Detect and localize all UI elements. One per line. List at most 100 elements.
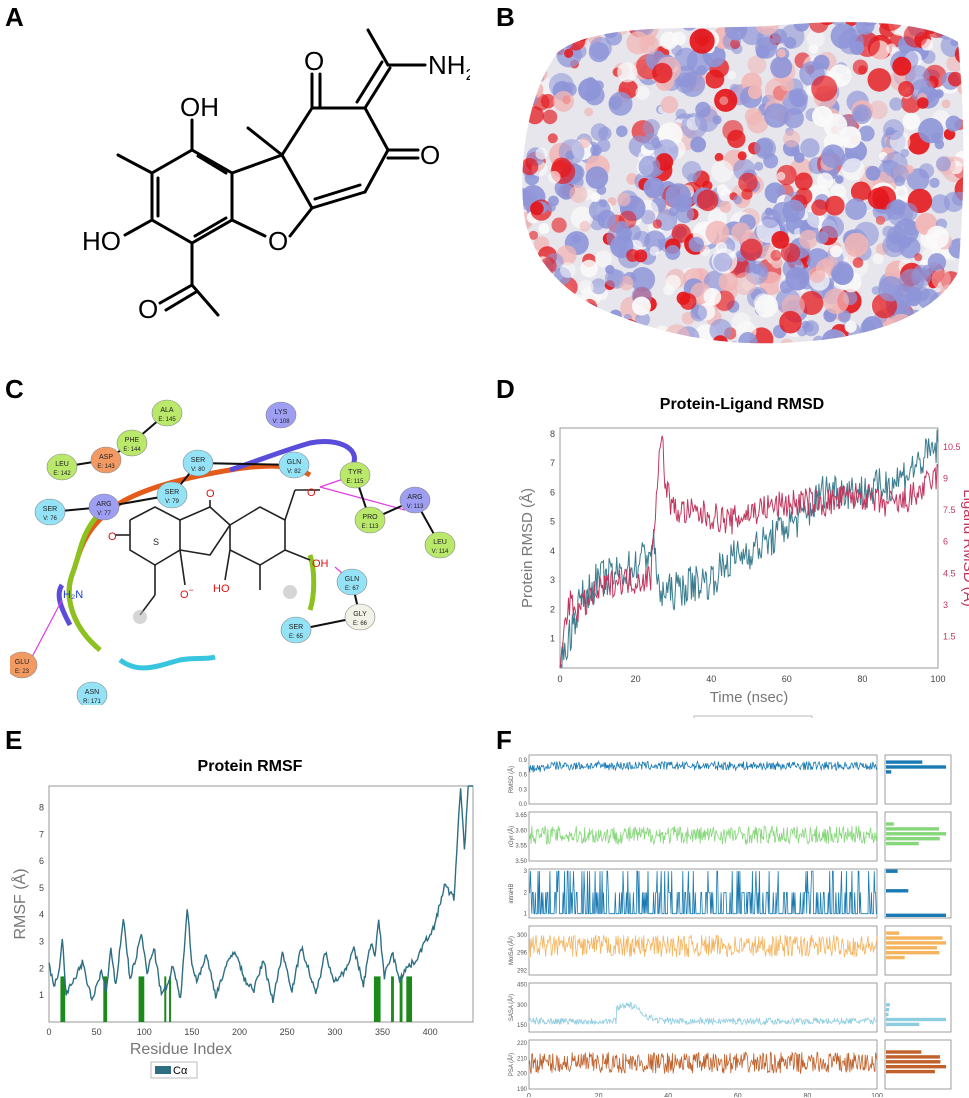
y-tick-label: 296 — [517, 951, 528, 957]
surface-patch — [808, 266, 826, 283]
surface-patch — [529, 296, 545, 312]
svg-text:O: O — [108, 531, 117, 543]
series-line — [528, 934, 878, 958]
surface-patch — [632, 296, 651, 316]
residue-ser: SER V: 80 — [182, 449, 214, 477]
surface-patch — [635, 85, 650, 100]
surface-patch — [699, 12, 708, 20]
histogram-bar — [886, 827, 939, 831]
surface-patch — [867, 187, 889, 209]
surface-patch — [590, 278, 607, 295]
surface-patch — [581, 334, 598, 344]
surface-patch — [799, 291, 824, 315]
surface-patch — [927, 12, 937, 18]
rmsf-chart-title: Protein RMSF — [197, 758, 303, 775]
histogram-bar — [886, 832, 946, 836]
surface-patch — [522, 51, 541, 71]
surface-patch — [535, 147, 548, 160]
pocket-ribbon-blue — [229, 439, 357, 473]
surface-patch — [763, 153, 779, 169]
svg-text:OH: OH — [312, 558, 329, 570]
residue-name: GLN — [287, 459, 301, 466]
y-tick-label: 6 — [39, 856, 44, 866]
surface-patch — [553, 91, 574, 112]
label-o-ring: O — [268, 226, 288, 256]
histogram-bar — [886, 1060, 941, 1064]
surface-patch — [522, 300, 540, 320]
surface-patch — [952, 315, 964, 335]
rmsd-chart: 0 20 40 60 80 100 1 2 3 4 5 6 7 8 1.5 3 4.5 6 7.5 9 10.5 Time… — [519, 427, 969, 718]
surface-patch — [783, 130, 801, 148]
residue-id: E: 115 — [347, 479, 365, 485]
y-axis-label-right: Ligand RMSD (Å) — [960, 489, 969, 607]
label-oh-top: OH — [180, 92, 219, 122]
surface-patch — [539, 257, 557, 275]
surface-patch — [946, 54, 964, 73]
surface-patch — [522, 213, 525, 226]
histogram-bar — [886, 955, 905, 960]
residue-arg: ARG V: 113 — [399, 486, 431, 514]
surface-patch — [903, 23, 928, 48]
x-tick-label: 100 — [871, 1093, 883, 1097]
surface-patch — [526, 278, 552, 304]
y-tick-label-right: 1.5 — [943, 631, 956, 641]
x-tick-label: 200 — [232, 1027, 247, 1037]
surface-patch — [855, 22, 875, 35]
surface-patch — [522, 79, 536, 97]
surface-patch — [585, 166, 609, 189]
surface-patch — [783, 108, 804, 129]
surface-patch — [579, 137, 591, 149]
x-tick-label: 0 — [557, 674, 562, 684]
x-tick-label: 80 — [804, 1093, 812, 1097]
label-nh2: NH2 — [428, 50, 470, 84]
surface-patch — [938, 333, 948, 343]
surface-patch — [620, 330, 642, 344]
surface-patch — [724, 22, 748, 41]
surface-patch — [529, 64, 548, 83]
surface-patch — [522, 236, 528, 246]
residue-tyr: TYR E: 115 — [339, 461, 371, 489]
surface-patch — [899, 202, 918, 222]
pocket-ribbon-green — [66, 513, 102, 652]
y-axis-label: PSA (Å²) — [508, 1053, 515, 1076]
surface-patch — [694, 107, 720, 132]
y-tick-label: 2 — [524, 890, 528, 896]
surface-patch — [522, 66, 530, 81]
x-axis-label: Time (nsec) — [710, 689, 789, 706]
surface-patch — [538, 223, 550, 235]
surface-patch — [898, 81, 915, 97]
surface-patch — [518, 12, 528, 22]
surface-patch — [782, 199, 806, 223]
surface-patch — [630, 267, 656, 292]
surface-patch — [660, 96, 679, 114]
y-tick-label: 5 — [39, 883, 44, 893]
residue-name: LEU — [55, 461, 69, 468]
surface-patch — [755, 44, 770, 59]
residue-leu: LEU E: 142 — [46, 453, 78, 481]
surface-patch — [530, 22, 553, 24]
surface-patch — [573, 333, 586, 344]
surface-patch — [551, 217, 567, 233]
surface-patch — [900, 148, 909, 158]
residue-asp: ASP E: 143 — [90, 446, 122, 474]
surface-patch — [959, 266, 964, 282]
surface-patch — [761, 208, 781, 229]
legend: CαLig fit Prot — [693, 715, 813, 718]
surface-patch — [530, 69, 545, 84]
surface-patch — [679, 293, 697, 310]
x-tick-label: 20 — [595, 1093, 603, 1097]
surface-patch — [838, 28, 864, 55]
surface-patch — [522, 340, 529, 344]
residue-gly: GLY E: 66 — [344, 603, 376, 631]
y-tick-label-left: 7 — [550, 458, 555, 468]
surface-patch — [840, 337, 852, 344]
histogram-bar — [886, 765, 946, 769]
histogram-bar — [886, 946, 937, 950]
residue-glu: GLU E: 23 — [10, 651, 38, 679]
y-tick-label-right: 9 — [943, 474, 948, 484]
surface-patch — [549, 22, 564, 35]
surface-patch — [860, 319, 877, 336]
surface-patch — [918, 163, 935, 179]
surface-patch — [583, 308, 593, 318]
